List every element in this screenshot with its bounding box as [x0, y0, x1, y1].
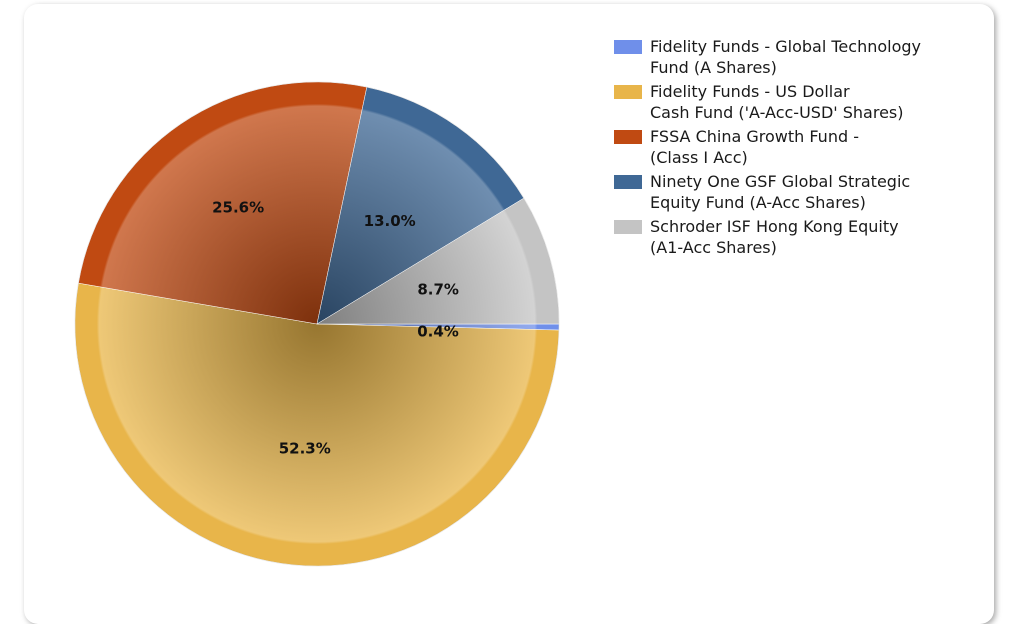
- pie-slice-4: [316, 197, 560, 325]
- pie-slice-1: [74, 282, 560, 567]
- legend-item: Ninety One GSF Global Strategic Equity F…: [614, 171, 984, 213]
- pie-slices: [74, 81, 560, 567]
- legend-item: FSSA China Growth Fund - (Class I Acc): [614, 126, 984, 168]
- chart-card: 0.4% 52.3% 25.6% 13.0% 8.7% Fidelity Funds -…: [24, 4, 994, 624]
- pie-chart: 0.4% 52.3% 25.6% 13.0% 8.7%: [74, 81, 560, 567]
- legend-label: Schroder ISF Hong Kong Equity (A1-Acc Sh…: [650, 217, 899, 257]
- legend-swatch-0: [614, 40, 642, 54]
- slice-label-1: 52.3%: [279, 440, 331, 458]
- legend-swatch-1: [614, 85, 642, 99]
- legend-swatch-3: [614, 175, 642, 189]
- legend-label: Ninety One GSF Global Strategic Equity F…: [650, 172, 911, 212]
- legend-label: Fidelity Funds - US Dollar Cash Fund ('A…: [650, 82, 904, 122]
- legend-swatch-2: [614, 130, 642, 144]
- slice-label-4: 8.7%: [417, 281, 459, 299]
- slice-label-3: 13.0%: [364, 212, 416, 230]
- legend-item: Fidelity Funds - Global Technology Fund …: [614, 36, 984, 78]
- pie-labels: 0.4% 52.3% 25.6% 13.0% 8.7%: [212, 198, 459, 457]
- legend: Fidelity Funds - Global Technology Fund …: [614, 36, 984, 261]
- legend-item: Fidelity Funds - US Dollar Cash Fund ('A…: [614, 81, 984, 123]
- legend-swatch-4: [614, 220, 642, 234]
- legend-label: FSSA China Growth Fund - (Class I Acc): [650, 127, 859, 167]
- slice-label-2: 25.6%: [212, 198, 264, 216]
- pie-slice-2: [78, 81, 368, 325]
- legend-label: Fidelity Funds - Global Technology Fund …: [650, 37, 921, 77]
- slice-label-0: 0.4%: [417, 323, 459, 341]
- legend-item: Schroder ISF Hong Kong Equity (A1-Acc Sh…: [614, 216, 984, 258]
- pie-outline: [74, 81, 560, 567]
- pie-slice-3: [316, 86, 525, 325]
